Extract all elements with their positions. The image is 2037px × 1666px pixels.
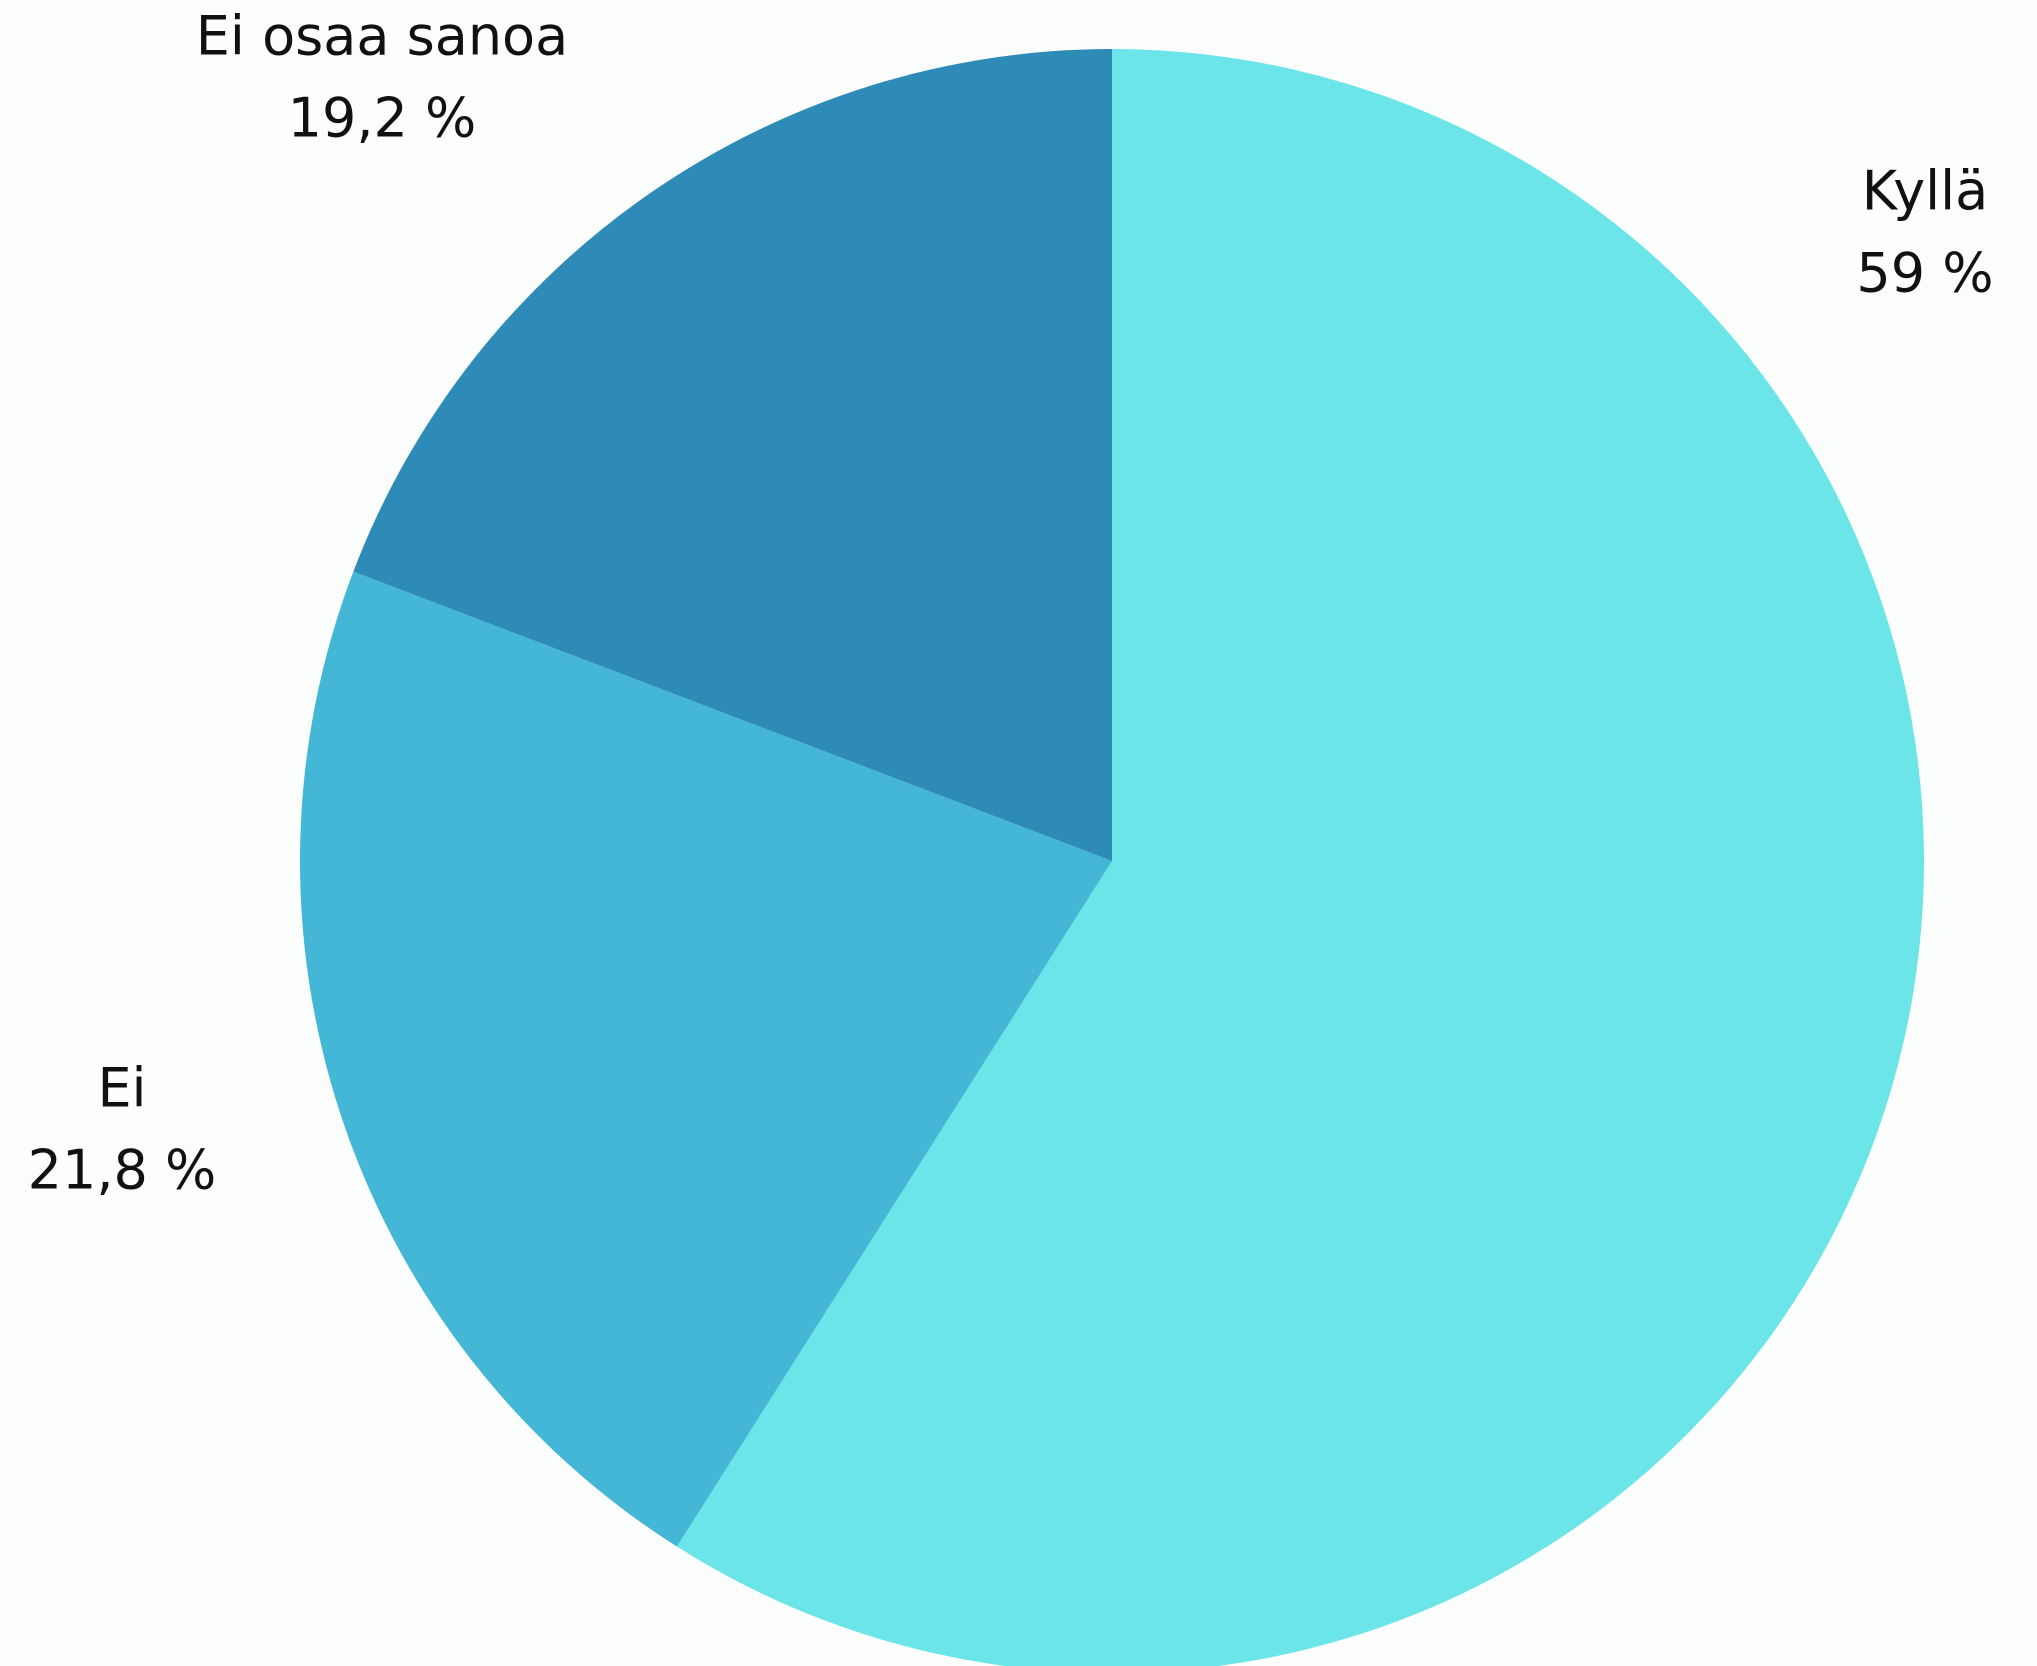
pie-slice-0 [676,49,1924,1666]
pie-slice-2 [353,49,1112,861]
slice-value-label-1: 21,8 % [28,1139,217,1202]
slice-value-label-2: 19,2 % [288,87,477,150]
pie-slices [300,49,1924,1666]
pie-labels: Kyllä 59 % Ei 21,8 % Ei osaa sanoa 19,2 % [28,5,1994,1202]
pie-slice-1 [300,571,1113,1547]
slice-label-1: Ei [97,1057,146,1120]
slice-label-0: Kyllä [1862,160,1989,223]
slice-label-2: Ei osaa sanoa [196,5,568,68]
slice-value-label-0: 59 % [1856,242,1993,305]
